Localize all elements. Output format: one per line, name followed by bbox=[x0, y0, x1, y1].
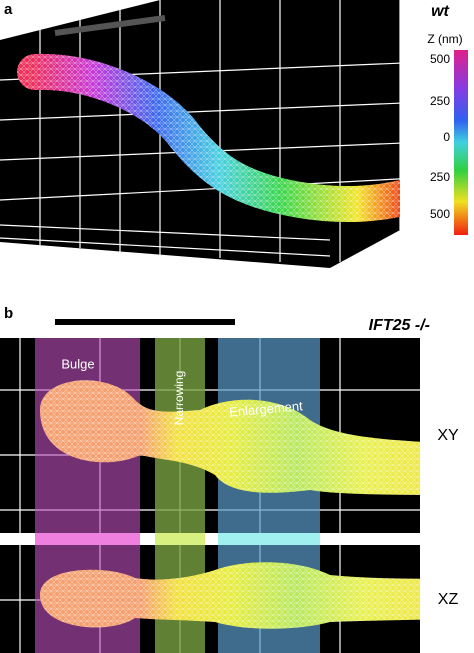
panel-title: wt bbox=[431, 3, 449, 20]
colorbar-tick: 250 bbox=[430, 170, 450, 184]
panel-b: b IFT25 -/- Bulge Narrowing Enlargement … bbox=[0, 305, 474, 653]
colorbar-tick: 250 bbox=[430, 94, 450, 108]
colorbar-title: Z (nm) bbox=[427, 32, 462, 46]
panel-label: b bbox=[4, 305, 13, 322]
bulge-strip bbox=[35, 533, 140, 545]
scale-bar bbox=[54, 15, 166, 36]
colorbar-tick: 0 bbox=[443, 130, 450, 144]
region-label: Bulge bbox=[61, 356, 94, 371]
xz-mesh bbox=[40, 562, 474, 629]
narrowing-strip bbox=[155, 533, 205, 545]
view-label: XY bbox=[437, 427, 459, 444]
tube-mesh bbox=[17, 53, 458, 223]
colorbar-tick: 500 bbox=[430, 207, 450, 221]
region-label: Narrowing bbox=[172, 371, 186, 426]
panel-title: IFT25 -/- bbox=[369, 317, 430, 334]
colorbar bbox=[454, 50, 468, 235]
enlargement-strip bbox=[218, 533, 320, 545]
region-label: Enlargement bbox=[229, 398, 304, 419]
panel-a: a wt Z (nm) 500 250 0 250 500 bbox=[0, 0, 474, 268]
xy-mesh bbox=[40, 380, 474, 495]
colorbar-tick: 500 bbox=[430, 52, 450, 66]
view-label: XZ bbox=[438, 591, 459, 608]
right-margin bbox=[420, 338, 474, 653]
panel-label: a bbox=[4, 1, 13, 18]
